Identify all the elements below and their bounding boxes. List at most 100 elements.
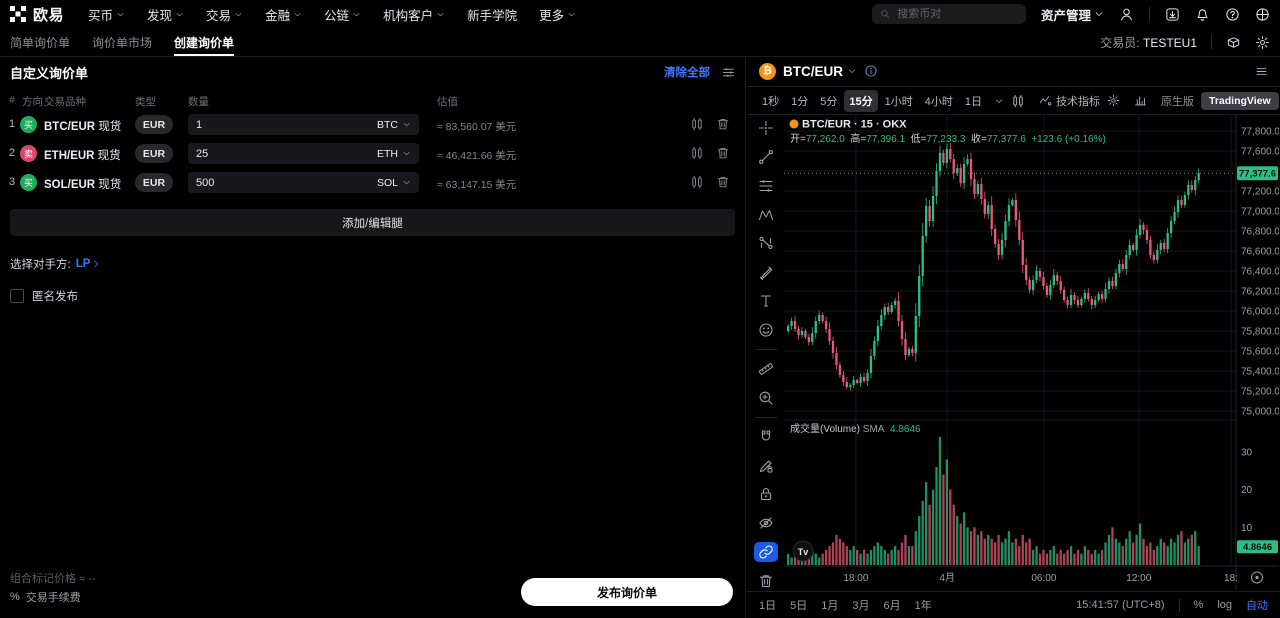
okx-logo[interactable]: 欧易 — [10, 4, 64, 25]
brush-icon[interactable] — [754, 262, 778, 282]
range-4[interactable]: 6月 — [883, 600, 901, 612]
publish-rfq-button[interactable]: 发布询价单 — [521, 578, 733, 606]
add-legs-button[interactable]: 添加/编辑腿 — [10, 209, 735, 236]
download-icon[interactable] — [1165, 7, 1180, 22]
xabcd-pattern-icon[interactable] — [754, 205, 778, 225]
interval-0[interactable]: 1秒 — [762, 95, 780, 108]
indicators-button[interactable]: 技术指标 — [1039, 93, 1100, 109]
percent-scale-button[interactable]: % — [1193, 599, 1204, 611]
delete-leg-icon[interactable] — [716, 175, 730, 189]
nav-item-1[interactable]: 发现 — [147, 5, 184, 24]
amount-field[interactable]: 1 BTC — [188, 114, 419, 135]
nav-item-3[interactable]: 金融 — [265, 5, 302, 24]
nav-item-5[interactable]: 机构客户 — [383, 5, 445, 24]
nav-item-4[interactable]: 公链 — [324, 5, 361, 24]
auto-scale-button[interactable]: 自动 — [1246, 600, 1268, 612]
pair-selector[interactable]: BTC/EUR — [783, 64, 857, 79]
fib-retracement-icon[interactable] — [754, 176, 778, 196]
chart-settings-gear-icon[interactable] — [1107, 94, 1120, 107]
chevron-right-icon[interactable] — [112, 176, 123, 187]
hide-drawings-icon[interactable] — [754, 513, 778, 533]
crosshair-icon[interactable] — [754, 118, 778, 138]
tab-0[interactable]: 简单询价单 — [10, 35, 71, 50]
nav-item-0[interactable]: 买币 — [88, 5, 125, 24]
interval-6[interactable]: 1日 — [964, 95, 982, 108]
unit-selector[interactable]: BTC — [377, 119, 411, 131]
nav-item-2[interactable]: 交易 — [206, 5, 243, 24]
lock-icon[interactable] — [754, 485, 778, 505]
settings-gear-icon[interactable] — [1255, 35, 1270, 50]
interval-1[interactable]: 1分 — [791, 95, 809, 108]
range-2[interactable]: 1月 — [821, 600, 839, 612]
magnet-icon[interactable] — [754, 427, 778, 447]
view-chart-icon[interactable] — [690, 175, 704, 189]
user-icon[interactable] — [1119, 7, 1134, 22]
estimated-value: ≈ 83,560.07 美元 — [437, 121, 517, 133]
search-input[interactable] — [895, 7, 1018, 21]
drawing-edit-icon[interactable] — [754, 456, 778, 476]
prediction-icon[interactable] — [754, 234, 778, 254]
delete-leg-icon[interactable] — [716, 146, 730, 160]
view-chart-icon[interactable] — [690, 146, 704, 160]
estimated-value: ≈ 63,147.15 美元 — [437, 179, 517, 191]
currency-pill[interactable]: EUR — [135, 115, 173, 134]
range-3[interactable]: 3月 — [852, 600, 870, 612]
language-globe-icon[interactable] — [1255, 7, 1270, 22]
unit-selector[interactable]: ETH — [377, 148, 411, 160]
depth-icon[interactable] — [1134, 94, 1147, 107]
search-box[interactable] — [871, 4, 1026, 24]
ruler-icon[interactable] — [754, 359, 778, 379]
assets-menu[interactable]: 资产管理 — [1041, 5, 1104, 24]
nav-item-6[interactable]: 新手学院 — [467, 8, 518, 23]
log-scale-button[interactable]: log — [1217, 599, 1232, 611]
tab-1[interactable]: 询价单市场 — [92, 35, 153, 50]
percent-icon: % — [10, 591, 20, 603]
remove-drawings-icon[interactable] — [754, 571, 778, 591]
range-0[interactable]: 1日 — [759, 600, 777, 612]
tradingview-toggle[interactable]: TradingView — [1201, 91, 1279, 110]
interval-2[interactable]: 5分 — [820, 95, 838, 108]
view-chart-icon[interactable] — [690, 117, 704, 131]
svg-text:12:00: 12:00 — [1126, 573, 1151, 584]
goto-realtime-icon — [1251, 571, 1263, 584]
currency-pill[interactable]: EUR — [135, 173, 173, 192]
chart-menu-icon[interactable] — [1255, 65, 1268, 78]
anonymous-checkbox[interactable] — [10, 289, 24, 303]
interval-dropdown-icon[interactable] — [994, 96, 1004, 106]
price-chart[interactable]: 77,800.0 77,600.0 77,200.0 77,000.0 76,800.0… — [784, 114, 1279, 590]
help-icon[interactable] — [1225, 7, 1240, 22]
interval-3[interactable]: 15分 — [844, 89, 878, 112]
interval-5[interactable]: 4小时 — [924, 95, 953, 108]
chevron-right-icon[interactable] — [112, 118, 123, 129]
clear-all-link[interactable]: 清除全部 — [664, 67, 710, 79]
text-icon[interactable] — [754, 291, 778, 311]
list-settings-icon[interactable] — [722, 66, 735, 79]
delete-leg-icon[interactable] — [716, 117, 730, 131]
emoji-icon[interactable] — [754, 320, 778, 340]
range-1[interactable]: 5日 — [790, 600, 808, 612]
column-header: 估值 — [437, 96, 458, 108]
fee-line: % 交易手续费 — [10, 589, 81, 605]
counterparty-link[interactable]: LP — [76, 258, 102, 270]
unit-selector[interactable]: SOL — [377, 177, 411, 189]
currency-pill[interactable]: EUR — [135, 144, 173, 163]
rfq-panel: 自定义询价单 清除全部 # 方向 交易品种 类型 数量 估值 1 买 BTC/EUR 现货… — [0, 56, 746, 618]
svg-text:75,000.0: 75,000.0 — [1241, 407, 1279, 418]
chevron-right-icon[interactable] — [112, 147, 123, 158]
interval-4[interactable]: 1小时 — [884, 95, 913, 108]
link-icon[interactable] — [753, 542, 778, 563]
range-5[interactable]: 1年 — [914, 600, 932, 612]
svg-text:20: 20 — [1241, 485, 1253, 496]
zoom-in-icon[interactable] — [754, 388, 778, 408]
amount-field[interactable]: 500 SOL — [188, 172, 419, 193]
orders-box-icon[interactable] — [1226, 35, 1241, 50]
nav-item-7[interactable]: 更多 — [539, 5, 576, 24]
notifications-bell-icon[interactable] — [1195, 7, 1210, 22]
tab-2[interactable]: 创建询价单 — [174, 28, 235, 56]
native-version-toggle[interactable]: 原生版 — [1161, 95, 1194, 108]
svg-text:BTC/EUR · 15 · OKX: BTC/EUR · 15 · OKX — [802, 119, 907, 131]
trendline-icon[interactable] — [754, 147, 778, 167]
candle-style-icon[interactable] — [1011, 94, 1025, 108]
info-icon[interactable] — [864, 64, 878, 78]
amount-field[interactable]: 25 ETH — [188, 143, 419, 164]
